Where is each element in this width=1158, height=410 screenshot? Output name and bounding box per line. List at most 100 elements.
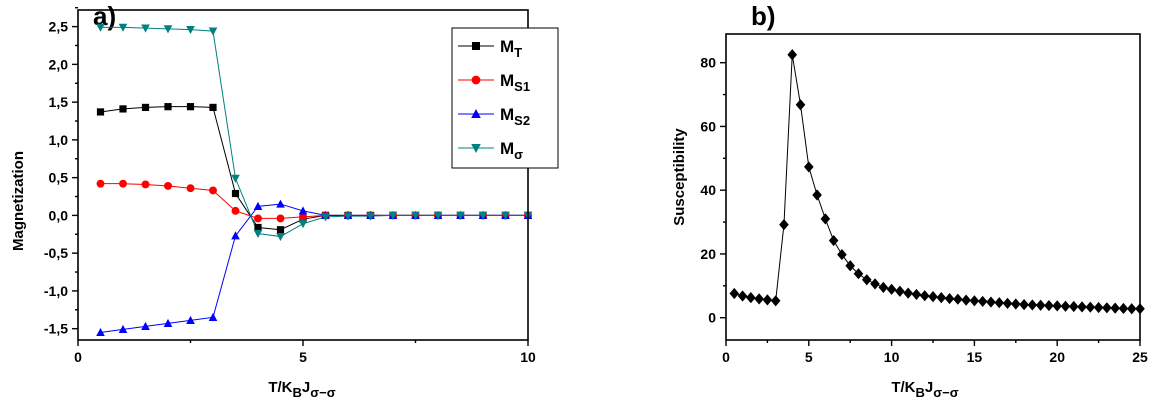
legend-marker xyxy=(471,75,481,85)
data-point xyxy=(231,189,240,198)
data-point xyxy=(1035,299,1046,311)
data-point xyxy=(96,179,105,188)
data-point xyxy=(737,290,748,302)
data-point xyxy=(163,318,173,327)
data-point xyxy=(953,293,963,305)
data-point xyxy=(478,211,488,220)
data-point xyxy=(1085,301,1096,313)
data-point xyxy=(961,294,971,306)
y-tick-label: 80 xyxy=(700,55,716,71)
data-point xyxy=(164,181,172,190)
legend-label: MS2 xyxy=(500,105,530,128)
data-point xyxy=(895,285,905,297)
y-tick-label: 60 xyxy=(700,118,716,134)
data-point xyxy=(163,25,173,34)
data-point xyxy=(186,184,195,193)
y-tick-label: 40 xyxy=(700,182,716,198)
data-point xyxy=(276,199,285,208)
data-point xyxy=(837,248,847,261)
panel-b: b) Susceptibility T/KBJσ−σ 0 20 40 60 80 0 5 10… xyxy=(671,1,1148,400)
y-tick-label: 20 xyxy=(700,246,716,262)
data-point xyxy=(231,231,240,240)
data-point xyxy=(298,206,308,215)
data-point xyxy=(1019,299,1029,311)
data-point xyxy=(141,180,150,189)
x-tick-label: 25 xyxy=(1132,349,1148,365)
x-tick-label: 20 xyxy=(1049,349,1065,365)
x-tick-label: 5 xyxy=(805,349,813,365)
data-point xyxy=(119,179,127,188)
data-point xyxy=(729,287,740,300)
data-point xyxy=(969,295,980,307)
data-point xyxy=(1126,303,1137,315)
data-point xyxy=(254,214,262,223)
data-point xyxy=(411,211,420,220)
data-point xyxy=(141,321,150,331)
data-point xyxy=(96,108,105,116)
data-point xyxy=(1011,298,1021,310)
panel-a-ticks: -1,5 -1,0 -0,5 0,0 0,5 1,0 1,5 2,0 2,5 0 5 10 xyxy=(44,7,536,365)
data-point xyxy=(1110,302,1120,314)
panel-b-plot-frame xyxy=(725,33,1141,341)
panel-a-y-axis-title: Magnetization xyxy=(10,151,27,251)
legend-box xyxy=(451,27,559,169)
x-tick-label: 5 xyxy=(299,349,307,365)
data-point xyxy=(770,295,781,307)
panel-b-x-axis-title: T/KBJσ−σ xyxy=(891,379,958,400)
data-point xyxy=(762,294,773,306)
data-point xyxy=(1068,300,1079,313)
data-point xyxy=(298,220,308,229)
panel-a-series xyxy=(96,23,533,337)
data-point xyxy=(141,24,150,33)
data-point xyxy=(944,292,955,305)
data-point xyxy=(388,211,398,220)
data-point xyxy=(878,281,889,294)
data-point xyxy=(787,49,798,61)
data-point xyxy=(919,290,930,302)
data-point xyxy=(118,324,128,334)
data-point xyxy=(936,292,947,304)
data-point xyxy=(1093,301,1104,314)
data-point xyxy=(253,229,263,239)
data-point xyxy=(903,287,913,299)
data-point xyxy=(433,211,443,220)
y-tick-label: 0,0 xyxy=(49,207,69,223)
data-point xyxy=(164,103,172,111)
y-tick-label: -1,0 xyxy=(44,283,68,299)
legend-label: MT xyxy=(500,37,522,60)
legend-label: MS1 xyxy=(500,71,530,94)
data-point xyxy=(804,161,814,173)
y-tick-label: -0,5 xyxy=(44,245,68,261)
data-point xyxy=(812,189,822,201)
legend-marker xyxy=(471,144,481,153)
data-point xyxy=(994,297,1005,309)
data-point xyxy=(795,99,806,111)
data-point xyxy=(1044,299,1054,312)
data-point xyxy=(321,213,330,222)
y-tick-label: 0 xyxy=(708,310,716,326)
data-point xyxy=(96,23,105,32)
data-point xyxy=(276,226,285,234)
data-point xyxy=(1118,302,1129,315)
data-point xyxy=(208,27,218,36)
data-point xyxy=(253,201,263,210)
x-tick-label: 0 xyxy=(722,349,730,365)
data-point xyxy=(186,103,195,111)
data-point xyxy=(119,105,127,113)
legend-marker xyxy=(472,42,480,50)
data-point xyxy=(986,296,996,308)
data-point xyxy=(746,292,756,304)
data-point xyxy=(276,232,285,242)
legend-label: Mσ xyxy=(500,139,523,162)
data-point xyxy=(501,211,510,220)
panel-b-series xyxy=(729,49,1145,315)
y-tick-label: 1,5 xyxy=(49,94,69,110)
panel-a-legend: MT MS1 MS2 Mσ xyxy=(451,27,559,169)
data-point xyxy=(186,315,195,324)
panel-a-plot-frame xyxy=(77,9,529,341)
data-point xyxy=(1077,301,1087,313)
y-tick-label: 1,0 xyxy=(49,132,69,148)
data-point xyxy=(779,219,789,231)
legend-marker xyxy=(471,109,481,118)
